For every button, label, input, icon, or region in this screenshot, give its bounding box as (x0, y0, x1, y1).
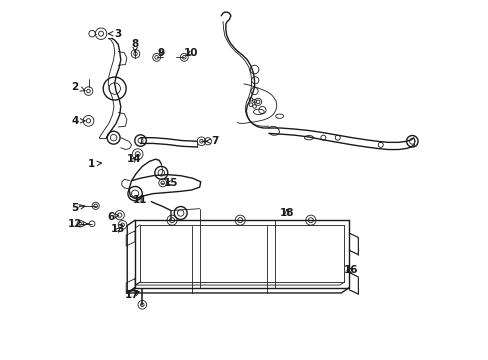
Text: 1: 1 (87, 159, 102, 169)
Text: 11: 11 (132, 195, 147, 205)
Text: 18: 18 (279, 208, 293, 218)
Text: 16: 16 (344, 265, 358, 275)
Text: 7: 7 (205, 136, 218, 146)
Text: 15: 15 (163, 178, 178, 188)
Text: 6: 6 (107, 212, 119, 221)
Text: 17: 17 (125, 291, 140, 301)
Text: 4: 4 (71, 116, 84, 126)
Text: 10: 10 (184, 48, 198, 58)
Text: 9: 9 (158, 48, 164, 58)
Text: 8: 8 (131, 39, 139, 52)
Text: 13: 13 (111, 225, 125, 234)
Text: 2: 2 (71, 82, 85, 92)
Text: 12: 12 (68, 219, 88, 229)
Text: 3: 3 (108, 29, 122, 39)
Text: 14: 14 (126, 154, 141, 164)
Text: 5: 5 (71, 203, 85, 213)
